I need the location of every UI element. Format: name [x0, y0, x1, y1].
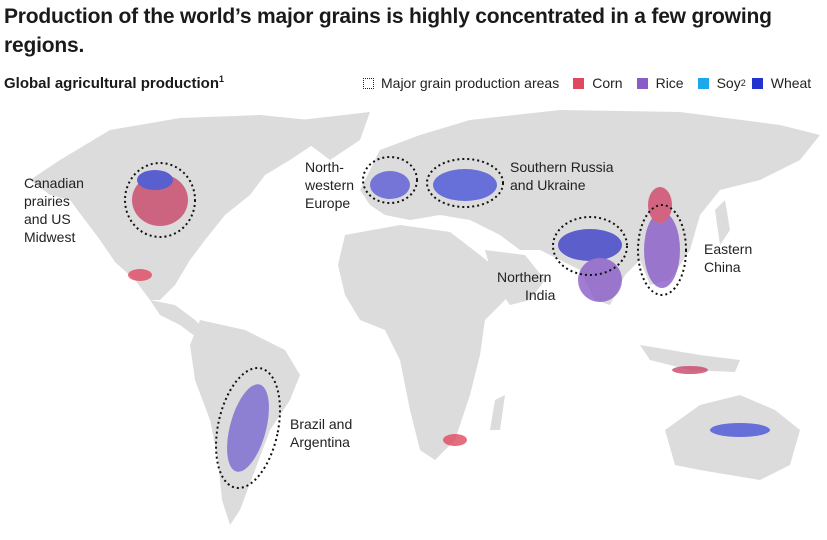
crop-patch	[644, 212, 680, 288]
crop-patches	[128, 169, 770, 472]
legend-label: Rice	[655, 75, 684, 91]
greenland	[300, 112, 370, 160]
footnote-marker: 2	[740, 78, 746, 88]
legend-item-soy: Soy 2	[697, 75, 746, 91]
australia	[665, 395, 800, 480]
area-outline-northern-india	[552, 216, 628, 276]
arabia	[485, 250, 545, 305]
legend: Major grain production areas Corn Rice S…	[363, 75, 825, 91]
legend-item-areas: Major grain production areas	[363, 75, 559, 91]
label-line: Argentina	[290, 434, 350, 450]
corn-swatch-icon	[573, 77, 585, 89]
label-line: Midwest	[24, 229, 76, 245]
landmasses	[30, 110, 820, 525]
crop-patch	[578, 258, 622, 302]
area-outline-southern-russia	[426, 158, 504, 208]
label-line: and Ukraine	[510, 177, 586, 193]
label-line: prairies	[24, 193, 70, 209]
crop-patch	[648, 187, 672, 223]
label-line: western	[305, 177, 355, 193]
area-outline-brazil-argentina	[215, 367, 281, 489]
region-label-northern-india: Northern India	[497, 268, 555, 304]
crop-patch	[227, 384, 269, 472]
area-outline-us-midwest	[124, 162, 196, 238]
crop-patch	[672, 366, 708, 374]
region-label-us-midwest: Canadian prairies and US Midwest	[24, 174, 84, 246]
legend-item-rice: Rice	[636, 75, 684, 91]
eurasia	[360, 110, 820, 305]
label-line: China	[704, 259, 741, 275]
crop-patch	[370, 171, 410, 199]
label-line: North-	[305, 159, 344, 175]
legend-item-wheat: Wheat	[751, 75, 812, 91]
legend-label: Corn	[592, 75, 623, 91]
label-line: and US	[24, 211, 71, 227]
page-title: Production of the world’s major grains i…	[4, 5, 772, 57]
crop-patch	[128, 269, 152, 281]
legend-label: Soy	[716, 75, 741, 91]
legend-label: Wheat	[770, 75, 812, 91]
legend-label: Major grain production areas	[381, 75, 560, 91]
crop-patch	[710, 423, 770, 437]
madagascar	[490, 395, 505, 430]
label-line: Eastern	[704, 241, 753, 257]
region-label-nw-europe: North-western Europe	[305, 158, 354, 212]
southeast-asia-islands	[640, 345, 740, 372]
dotted-box-icon	[363, 77, 374, 89]
chart-subtitle: Global agricultural production1	[4, 74, 224, 92]
production-area-outlines	[124, 156, 687, 489]
region-label-brazil-argentina: Brazil and Argentina	[290, 415, 352, 451]
area-outline-eastern-china	[637, 204, 687, 296]
footnote-marker: 1	[219, 74, 225, 84]
soy-swatch-icon	[697, 77, 709, 89]
world-map	[30, 110, 820, 525]
central-america	[150, 300, 210, 340]
japan	[715, 200, 730, 245]
label-line: Southern Russia	[510, 159, 614, 175]
wheat-swatch-icon	[751, 77, 763, 89]
rice-swatch-icon	[636, 77, 648, 89]
crop-patch	[443, 434, 467, 446]
crop-patch	[433, 169, 497, 201]
legend-item-corn: Corn	[573, 75, 623, 91]
region-label-southern-russia: Southern Russia and Ukraine	[510, 158, 614, 194]
label-line: Europe	[305, 195, 351, 211]
region-label-eastern-china: Eastern China	[704, 240, 752, 276]
area-outline-nw-europe	[362, 156, 418, 204]
crop-patch	[137, 170, 173, 190]
label-line: Northern	[497, 269, 552, 285]
label-line: Brazil and	[290, 416, 353, 432]
africa	[338, 225, 510, 460]
crop-patch	[558, 229, 622, 261]
label-line: Canadian	[24, 175, 84, 191]
subtitle-text: Global agricultural production	[4, 75, 220, 92]
label-line: India	[525, 287, 556, 303]
